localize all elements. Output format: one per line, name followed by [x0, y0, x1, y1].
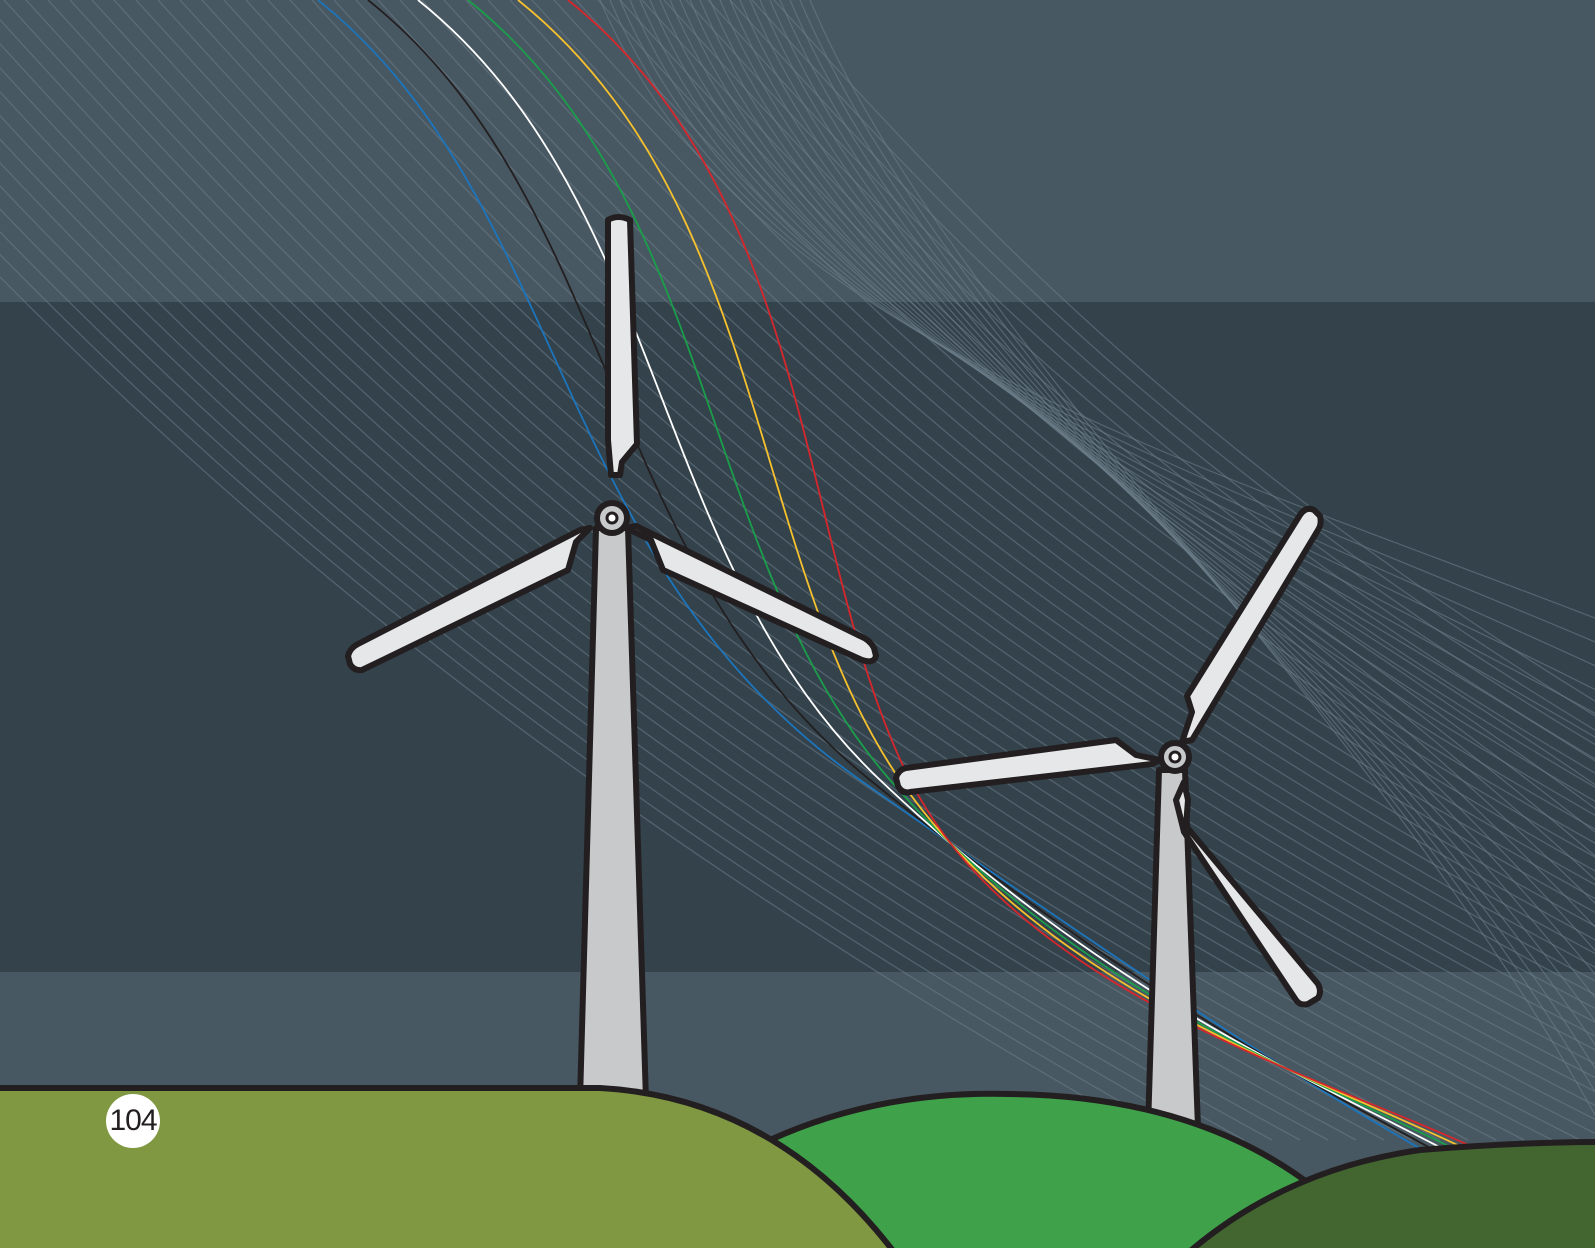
turbine-blade-lower-right [1173, 779, 1323, 1008]
wind-streamline [311, 0, 1595, 996]
wind-streamline [729, 0, 1595, 928]
hill-right [1189, 1139, 1595, 1248]
page-number-badge: 104 [106, 1094, 160, 1148]
wind-streamline [531, 0, 1595, 858]
wind-streamline [289, 0, 1595, 1010]
wind-streamline [465, 0, 1595, 900]
wind-streamline [179, 0, 1595, 1079]
wind-streamline [769, 0, 1595, 1023]
turbine-blade-upper-right [1179, 505, 1324, 745]
wind-streamline [809, 0, 1595, 1117]
wind-streamline [663, 0, 1595, 774]
wind-streamline [0, 231, 1217, 1141]
wind-streamline [779, 0, 1595, 1046]
wind-streamline [0, 138, 1329, 1141]
wind-streamline [443, 0, 1595, 913]
wind-streamline [799, 0, 1595, 1093]
wind-streamline [3, 0, 1497, 1141]
wind-streamline [575, 0, 1595, 830]
wind-streamline [773, 0, 1595, 702]
wind-streamline [789, 0, 1595, 1070]
turbine-hub-center-small [1168, 750, 1182, 764]
turbine-blade-left [345, 525, 593, 674]
turbine-blade-left-small [893, 737, 1163, 796]
hill-left [0, 1085, 895, 1248]
wind-streamline [599, 0, 1595, 619]
wind-turbine-large [345, 214, 879, 1103]
turbine-blade-right [623, 523, 879, 665]
turbine-blade-up [605, 214, 640, 478]
wind-turbine-small [893, 505, 1324, 1131]
wind-streamline [0, 253, 1189, 1141]
wind-streamline [749, 0, 1595, 975]
wind-streamline [245, 0, 1595, 1037]
wind-streamline [0, 276, 1161, 1141]
colored-wires [317, 0, 1501, 1161]
turbine-hub-center-large [605, 511, 619, 525]
wind-streamline [487, 0, 1595, 886]
wind-streamline [685, 0, 1595, 760]
wind-streamline [399, 0, 1595, 941]
wind-streamline [739, 0, 1595, 952]
wind-streamline [0, 90, 1385, 1141]
wind-streamline [597, 0, 1595, 816]
wind-streamline [0, 18, 1469, 1141]
wind-streamline [135, 0, 1595, 1107]
wind-streamline [619, 0, 1595, 802]
wind-streamline [421, 0, 1595, 927]
wind-streamline [377, 0, 1595, 955]
wind-streamline [0, 161, 1301, 1141]
wind-streamline [0, 114, 1357, 1141]
wind-streamline [0, 185, 1273, 1141]
wind-streamline [707, 0, 1595, 746]
wind-streamlines [0, 0, 1595, 1141]
wind-streamline [0, 208, 1245, 1141]
wind-streamline [759, 0, 1595, 999]
hill-middle [767, 1090, 1323, 1248]
wind-streamline [223, 0, 1595, 1051]
wind-streamline [333, 0, 1595, 982]
wind-streamline [267, 0, 1595, 1023]
wind-streamline [201, 0, 1595, 1065]
wind-streamline [509, 0, 1595, 872]
wind-streamline [157, 0, 1595, 1093]
